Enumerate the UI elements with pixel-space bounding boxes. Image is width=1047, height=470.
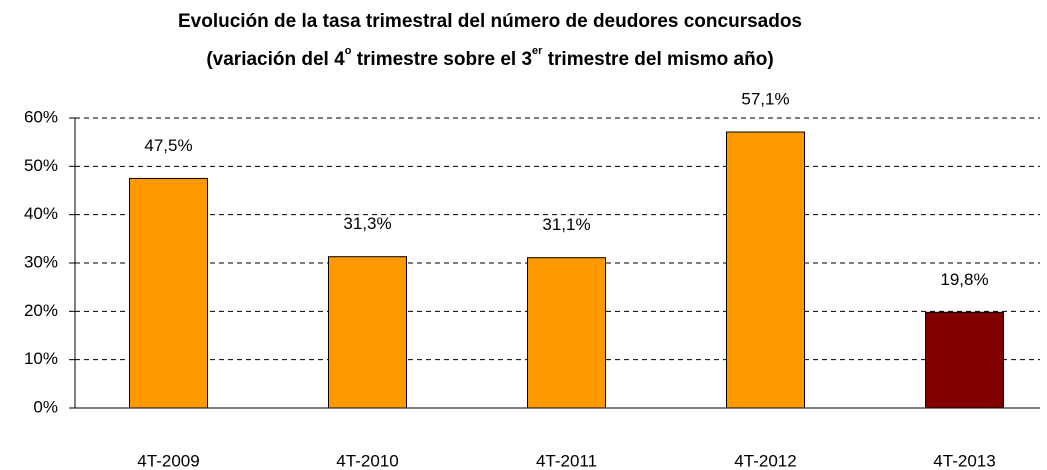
bar — [328, 256, 407, 409]
y-tick-label: 50% — [24, 156, 58, 175]
y-tick-label: 0% — [33, 397, 58, 416]
data-label: 31,3% — [343, 214, 391, 233]
y-tick-label: 20% — [24, 301, 58, 320]
subtitle-part: trimestre sobre el 3 — [351, 49, 532, 70]
subtitle-part: (variación del 4 — [206, 49, 345, 70]
chart-subtitle: (variación del 4o trimestre sobre el 3er… — [206, 45, 773, 70]
data-label: 31,1% — [542, 215, 590, 234]
x-tick-label: 4T-2010 — [336, 451, 398, 470]
bar — [527, 257, 606, 409]
x-tick-label: 4T-2012 — [734, 451, 796, 470]
subtitle-sup: o — [345, 45, 352, 57]
subtitle-sup: er — [532, 45, 543, 57]
bar — [925, 311, 1004, 409]
y-tick-label: 30% — [24, 252, 58, 271]
x-tick-label: 4T-2009 — [137, 451, 199, 470]
x-tick-label: 4T-2011 — [536, 451, 597, 470]
subtitle-part: trimestre del mismo año) — [542, 49, 773, 70]
chart-title: Evolución de la tasa trimestral del núme… — [178, 11, 802, 32]
y-tick-label: 40% — [24, 204, 58, 223]
y-tick-label: 10% — [24, 349, 58, 368]
data-label: 19,8% — [940, 270, 988, 289]
bar — [129, 177, 208, 409]
bar — [726, 131, 805, 409]
x-tick-label: 4T-2013 — [933, 451, 995, 470]
data-label: 47,5% — [144, 136, 192, 155]
data-label: 57,1% — [741, 90, 789, 109]
y-tick-label: 60% — [24, 107, 58, 126]
